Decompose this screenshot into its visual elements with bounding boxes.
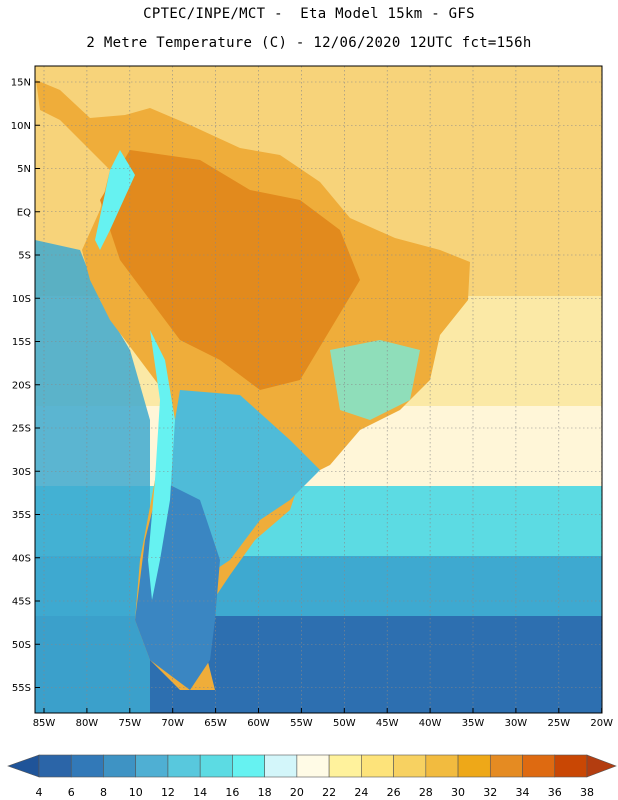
lat-label: 55S: [12, 683, 31, 694]
lon-label: 40W: [419, 718, 442, 729]
lon-label: 55W: [290, 718, 313, 729]
colorbar-swatch: [38, 754, 72, 778]
colorbar-swatch: [522, 754, 556, 778]
colorbar-swatch: [264, 754, 298, 778]
lat-label: 35S: [12, 510, 31, 521]
colorbar-label: 12: [161, 786, 175, 799]
colorbar-label: 8: [100, 786, 107, 799]
colorbar-label: 14: [193, 786, 207, 799]
colorbar-label: 32: [483, 786, 497, 799]
colorbar-swatch: [135, 754, 169, 778]
colorbar-label: 22: [322, 786, 336, 799]
colorbar-label: 16: [225, 786, 239, 799]
lat-label: 10S: [12, 294, 31, 305]
lon-label: 30W: [505, 718, 528, 729]
lon-label: 20W: [590, 718, 613, 729]
map-frame: [34, 65, 603, 714]
lat-label: 5N: [17, 164, 31, 175]
colorbar-label: 36: [548, 786, 562, 799]
lat-label: 10N: [11, 121, 31, 132]
colorbar-label: 24: [354, 786, 368, 799]
colorbar-swatch: [328, 754, 362, 778]
lat-label: 30S: [12, 467, 31, 478]
lon-label: 80W: [76, 718, 99, 729]
map-title: CPTEC/INPE/MCT - Eta Model 15km - GFS: [143, 6, 475, 22]
southeast-brazil-cool: [330, 340, 420, 420]
colorbar-label: 6: [68, 786, 75, 799]
colorbar-label: 20: [290, 786, 304, 799]
lat-label: 25S: [12, 424, 31, 435]
lat-label: 15S: [12, 337, 31, 348]
colorbar-labels: 4 6 8 10 12 14 16 18 20 22 24 26 28 30 32 34 36 38: [36, 786, 595, 799]
colorbar-label: 18: [258, 786, 272, 799]
lon-label: 45W: [376, 718, 399, 729]
lon-label: 35W: [462, 718, 485, 729]
colorbar-label: 38: [580, 786, 594, 799]
lat-label: 45S: [12, 597, 31, 608]
colorbar: [7, 754, 617, 778]
colorbar-label: 30: [451, 786, 465, 799]
lat-label: 15N: [11, 78, 31, 89]
lon-label: 85W: [33, 718, 56, 729]
lon-label: 50W: [333, 718, 356, 729]
lon-label: 60W: [247, 718, 270, 729]
lon-label: 25W: [547, 718, 570, 729]
colorbar-over-arrow: [586, 754, 617, 778]
map-subtitle: 2 Metre Temperature (C) - 12/06/2020 12U…: [86, 35, 532, 51]
colorbar-swatch: [103, 754, 137, 778]
lat-label: EQ: [17, 207, 31, 218]
colorbar-swatch: [361, 754, 394, 778]
colorbar-label: 34: [516, 786, 530, 799]
colorbar-under-arrow: [7, 754, 40, 778]
pacific-cool-water: [35, 240, 150, 713]
andes-strip: [95, 150, 175, 600]
colorbar-swatch: [457, 754, 491, 778]
colorbar-swatch: [167, 754, 201, 778]
colorbar-label: 28: [419, 786, 433, 799]
colorbar-swatch: [554, 754, 588, 778]
colorbar-label: 4: [36, 786, 43, 799]
colorbar-swatch: [296, 754, 330, 778]
colorbar-swatch: [232, 754, 265, 778]
lon-label: 75W: [118, 718, 141, 729]
colorbar-swatch: [70, 754, 104, 778]
lon-label: 65W: [204, 718, 227, 729]
lat-label: 5S: [18, 251, 31, 262]
lat-label: 20S: [12, 380, 31, 391]
colorbar-swatch: [199, 754, 233, 778]
colorbar-label: 10: [129, 786, 143, 799]
graticule: [35, 66, 602, 713]
lat-label: 50S: [12, 640, 31, 651]
lat-label: 40S: [12, 553, 31, 564]
colorbar-swatch: [425, 754, 459, 778]
latitude-labels: 15N 10N 5N EQ 5S 10S 15S 20S 25S 30S 35S 40S 45S 50S 5…: [11, 78, 40, 694]
colorbar-swatch: [393, 754, 427, 778]
lon-label: 70W: [161, 718, 184, 729]
longitude-labels: 85W 80W 75W 70W 65W 60W 55W 50W 45W 40W 35W 30W 25W 2…: [33, 708, 613, 729]
colorbar-swatch: [489, 754, 523, 778]
colorbar-label: 26: [387, 786, 401, 799]
amazon-hot-region: [100, 150, 360, 390]
